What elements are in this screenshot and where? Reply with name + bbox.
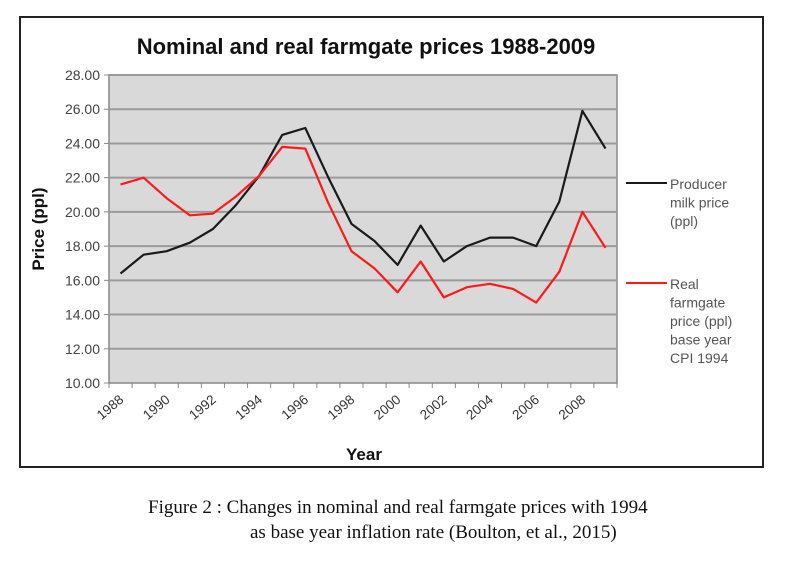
y-tick-label: 20.00 (65, 204, 100, 220)
legend-label: farmgate (670, 295, 725, 311)
x-axis-label: Year (346, 445, 382, 464)
y-tick-label: 18.00 (65, 238, 100, 254)
series-lines (119, 109, 607, 304)
legend-label: (ppl) (670, 213, 698, 229)
y-tick-label: 26.00 (65, 101, 100, 117)
plot-area (108, 74, 618, 384)
figure-caption-line2: as base year inflation rate (Boulton, et… (250, 522, 617, 543)
y-tick-label: 16.00 (65, 272, 100, 288)
legend: Producer milk price (ppl) Real farmgate price… (626, 176, 732, 366)
y-tick-label: 28.00 (65, 67, 100, 83)
y-tick-label: 14.00 (65, 307, 100, 323)
legend-label: Producer (670, 176, 727, 192)
legend-label: price (ppl) (670, 313, 732, 329)
series-line-producer-milk-price (119, 109, 607, 275)
y-axis: 10.00 12.00 14.00 16.00 18.00 20.00 22.00 24.00… (65, 67, 109, 391)
y-axis-label: Price (ppl) (29, 187, 48, 270)
legend-label: milk price (670, 195, 729, 211)
series-line-real-farmgate-price (120, 145, 607, 304)
y-tick-label: 22.00 (65, 170, 100, 186)
y-tick-label: 12.00 (65, 341, 100, 357)
y-tick-label: 24.00 (65, 135, 100, 151)
legend-label: CPI 1994 (670, 350, 729, 366)
legend-label: base year (670, 332, 732, 348)
chart: Nominal and real farmgate prices 1988-20… (19, 16, 764, 468)
y-tick-label: 10.00 (65, 375, 100, 391)
chart-title: Nominal and real farmgate prices 1988-20… (137, 34, 596, 59)
figure-caption-line1: Figure 2 : Changes in nominal and real f… (148, 497, 648, 518)
gridlines (109, 74, 617, 350)
legend-label: Real (670, 276, 699, 292)
